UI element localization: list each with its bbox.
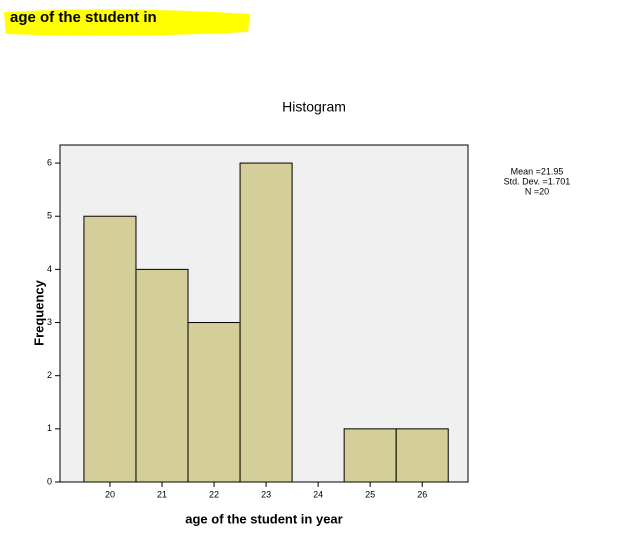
bar [343, 428, 397, 483]
x-tick-label: 22 [209, 489, 219, 499]
x-axis-label: age of the student in year [185, 511, 342, 526]
y-tick-label: 6 [47, 157, 52, 167]
highlight [4, 9, 250, 36]
stats-line: N =20 [525, 186, 549, 196]
y-axis-label: Frequency [31, 279, 46, 346]
chart-title: Histogram [282, 99, 346, 115]
marks [83, 162, 449, 483]
y-tick-label: 4 [47, 264, 52, 274]
x-tick-label: 24 [313, 489, 323, 499]
x-tick-label: 25 [365, 489, 375, 499]
y-tick-label: 2 [47, 370, 52, 380]
heading: age of the student in [10, 9, 157, 26]
y-tick-label: 0 [47, 476, 52, 486]
stats-line: Mean =21.95 [511, 166, 564, 176]
x-tick-label: 21 [157, 489, 167, 499]
y-tick-label: 3 [47, 317, 52, 327]
x-tick-label: 20 [105, 489, 115, 499]
bar [83, 215, 137, 483]
bar [187, 322, 241, 483]
y-tick-label: 5 [47, 211, 52, 221]
x-tick-label: 26 [417, 489, 427, 499]
bar [239, 162, 293, 483]
y-tick-label: 1 [47, 423, 52, 433]
bar [395, 428, 449, 483]
stats-line: Std. Dev. =1.701 [504, 176, 571, 186]
x-tick-label: 23 [261, 489, 271, 499]
bar [135, 268, 189, 483]
